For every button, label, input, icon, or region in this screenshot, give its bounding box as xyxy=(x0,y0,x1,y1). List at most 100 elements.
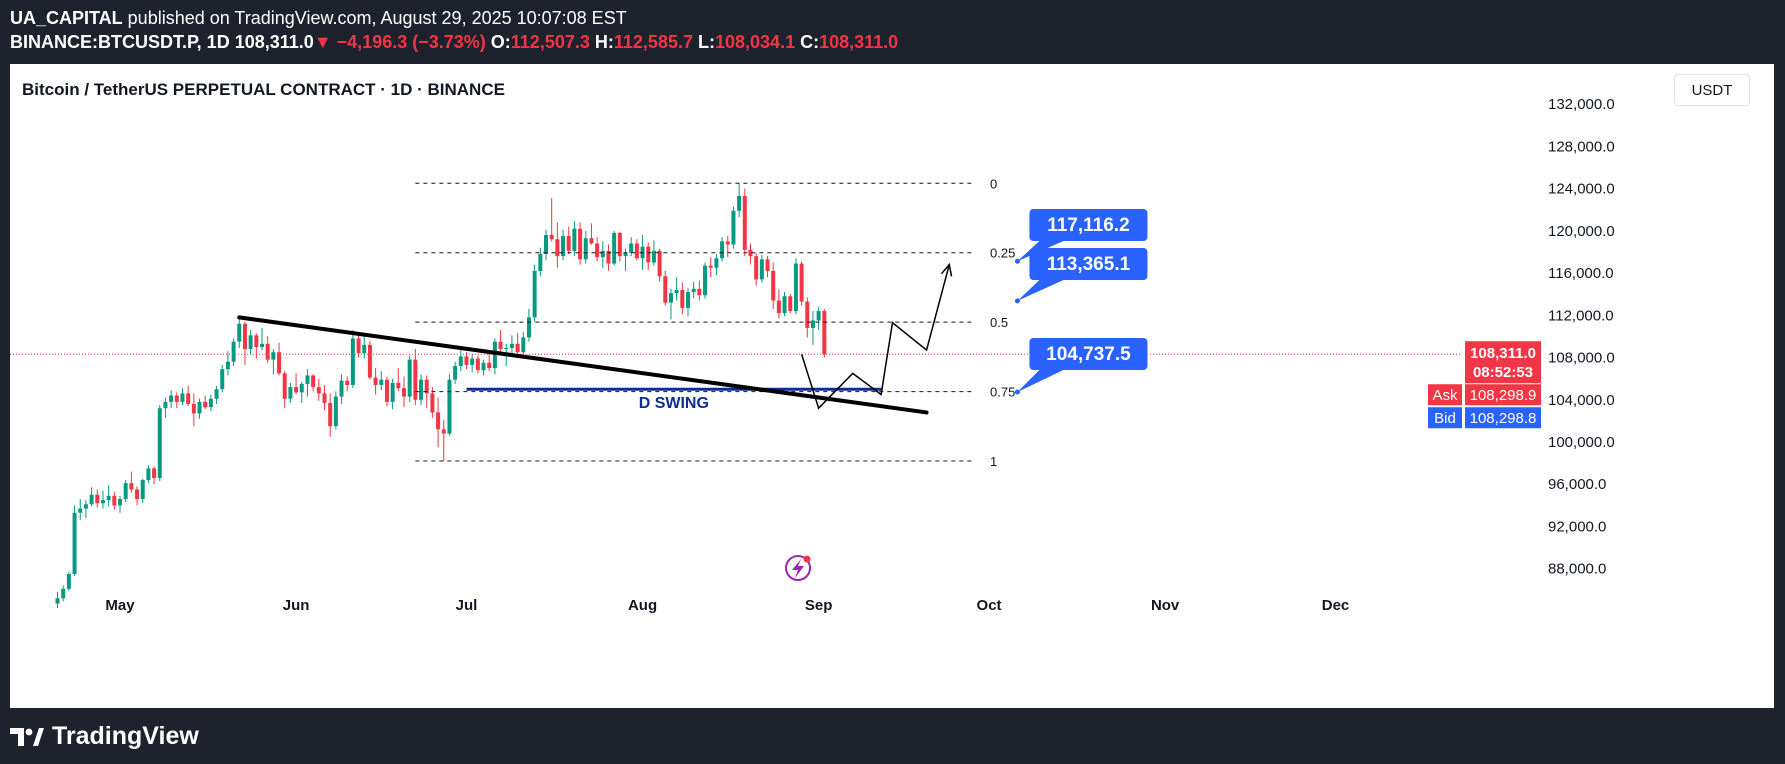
candle-body xyxy=(634,243,639,259)
candle-body xyxy=(748,249,753,257)
y-tick-label: 104,000.0 xyxy=(1548,392,1615,409)
candle-body xyxy=(725,241,730,245)
callout-text: 104,737.5 xyxy=(1046,344,1131,365)
fib-level-label: 0.5 xyxy=(990,315,1008,330)
candle-body xyxy=(333,396,338,427)
chart-title: Bitcoin / TetherUS PERPETUAL CONTRACT · … xyxy=(22,80,505,99)
candle-body xyxy=(697,288,702,296)
candle-body xyxy=(657,250,662,277)
ask-value-tag xyxy=(1465,384,1541,406)
candle-body xyxy=(776,300,781,314)
dswing-label: D SWING xyxy=(639,395,709,412)
candle-body xyxy=(277,352,282,374)
candle-body xyxy=(771,270,776,301)
candle-body xyxy=(680,289,685,308)
candle-body xyxy=(521,337,526,353)
x-tick-label: Jun xyxy=(283,597,310,614)
candle-body xyxy=(436,412,441,430)
candle-body xyxy=(231,341,236,362)
candle-body xyxy=(220,369,225,390)
candle-body xyxy=(606,250,611,264)
candle-body xyxy=(419,379,424,400)
candle-body xyxy=(350,338,355,385)
candle-body xyxy=(61,588,66,599)
chart-panel[interactable]: 0 0.25 0.5 0.75 1 D SWING 117,116.2 113,365.1 10… xyxy=(10,64,1774,708)
candle-body xyxy=(583,238,588,260)
candle-body xyxy=(799,263,804,302)
candle-body xyxy=(106,495,111,501)
candle-body xyxy=(492,341,497,369)
price-chart[interactable]: 0 0.25 0.5 0.75 1 D SWING 117,116.2 113,365.1 10… xyxy=(10,64,1774,708)
candle-body xyxy=(668,293,673,303)
candle-body xyxy=(595,243,600,258)
x-tick-label: Jul xyxy=(456,597,478,614)
candle-body xyxy=(169,395,174,402)
candle-body xyxy=(617,232,622,257)
high-value: 112,585.7 xyxy=(613,32,693,52)
candle-body xyxy=(413,359,418,400)
y-tick-label: 100,000.0 xyxy=(1548,434,1615,451)
candle-body xyxy=(260,343,264,347)
bid-tag xyxy=(1428,407,1462,429)
candle-body xyxy=(402,388,406,397)
candle-body xyxy=(549,235,554,240)
x-tick-label: Nov xyxy=(1151,597,1180,614)
candle-body xyxy=(288,387,293,399)
candle-body xyxy=(362,344,367,354)
callout-box xyxy=(1029,209,1148,241)
candle-body xyxy=(407,359,412,397)
y-tick-label: 124,000.0 xyxy=(1548,181,1615,198)
currency-button[interactable]: USDT xyxy=(1674,74,1750,106)
candle-body xyxy=(197,401,202,414)
candle-body xyxy=(140,480,145,500)
candle-body xyxy=(294,387,299,393)
candle-body xyxy=(72,512,77,574)
x-tick-label: Dec xyxy=(1322,597,1350,614)
candle-body xyxy=(447,379,452,434)
candle-body xyxy=(731,210,736,245)
y-tick-label: 88,000.0 xyxy=(1548,561,1606,578)
close-label: C: xyxy=(800,32,820,52)
candle-body xyxy=(737,195,742,211)
candle-body xyxy=(526,317,531,338)
x-tick-label: May xyxy=(105,597,135,614)
last-price-tag-value: 108,311.0 xyxy=(1470,345,1536,362)
footer-brand[interactable]: TradingView xyxy=(52,722,199,750)
candle-body xyxy=(782,296,787,314)
candle-body xyxy=(271,352,276,360)
candle-body xyxy=(339,380,344,397)
candle-body xyxy=(123,483,128,500)
candle-body xyxy=(328,402,333,427)
candle-body xyxy=(112,495,117,506)
candle-body xyxy=(816,311,821,321)
open-label: O: xyxy=(490,32,511,52)
candle-body xyxy=(453,365,458,380)
candle-body xyxy=(674,289,679,294)
callout-box xyxy=(1029,338,1148,370)
symbol-name[interactable]: BINANCE:BTCUSDT.P, 1D xyxy=(10,32,230,52)
candle-body xyxy=(384,379,389,402)
last-price: 108,311.0 xyxy=(234,32,314,52)
bid-value: 108,298.8 xyxy=(1470,410,1537,427)
candle-body xyxy=(822,311,827,355)
candle-body xyxy=(146,468,151,481)
ask-value: 108,298.9 xyxy=(1470,387,1537,404)
candle-body xyxy=(788,296,793,312)
candle-body xyxy=(629,243,634,253)
low-label: L: xyxy=(698,32,715,52)
candle-body xyxy=(646,246,651,263)
candle-body xyxy=(504,348,509,350)
candle-body xyxy=(458,356,463,366)
callout-box xyxy=(1029,248,1148,280)
author-name[interactable]: UA_CAPITAL xyxy=(10,8,123,28)
callout-text: 117,116.2 xyxy=(1047,215,1129,236)
candle-body xyxy=(509,343,514,349)
candle-body xyxy=(282,373,287,399)
tradingview-logo-icon[interactable] xyxy=(10,726,44,748)
candle-body xyxy=(83,504,88,509)
candle-body xyxy=(532,270,537,318)
candle-body xyxy=(118,499,122,506)
candle-body xyxy=(686,292,690,308)
candle-body xyxy=(254,335,259,347)
candle-body xyxy=(754,256,759,280)
